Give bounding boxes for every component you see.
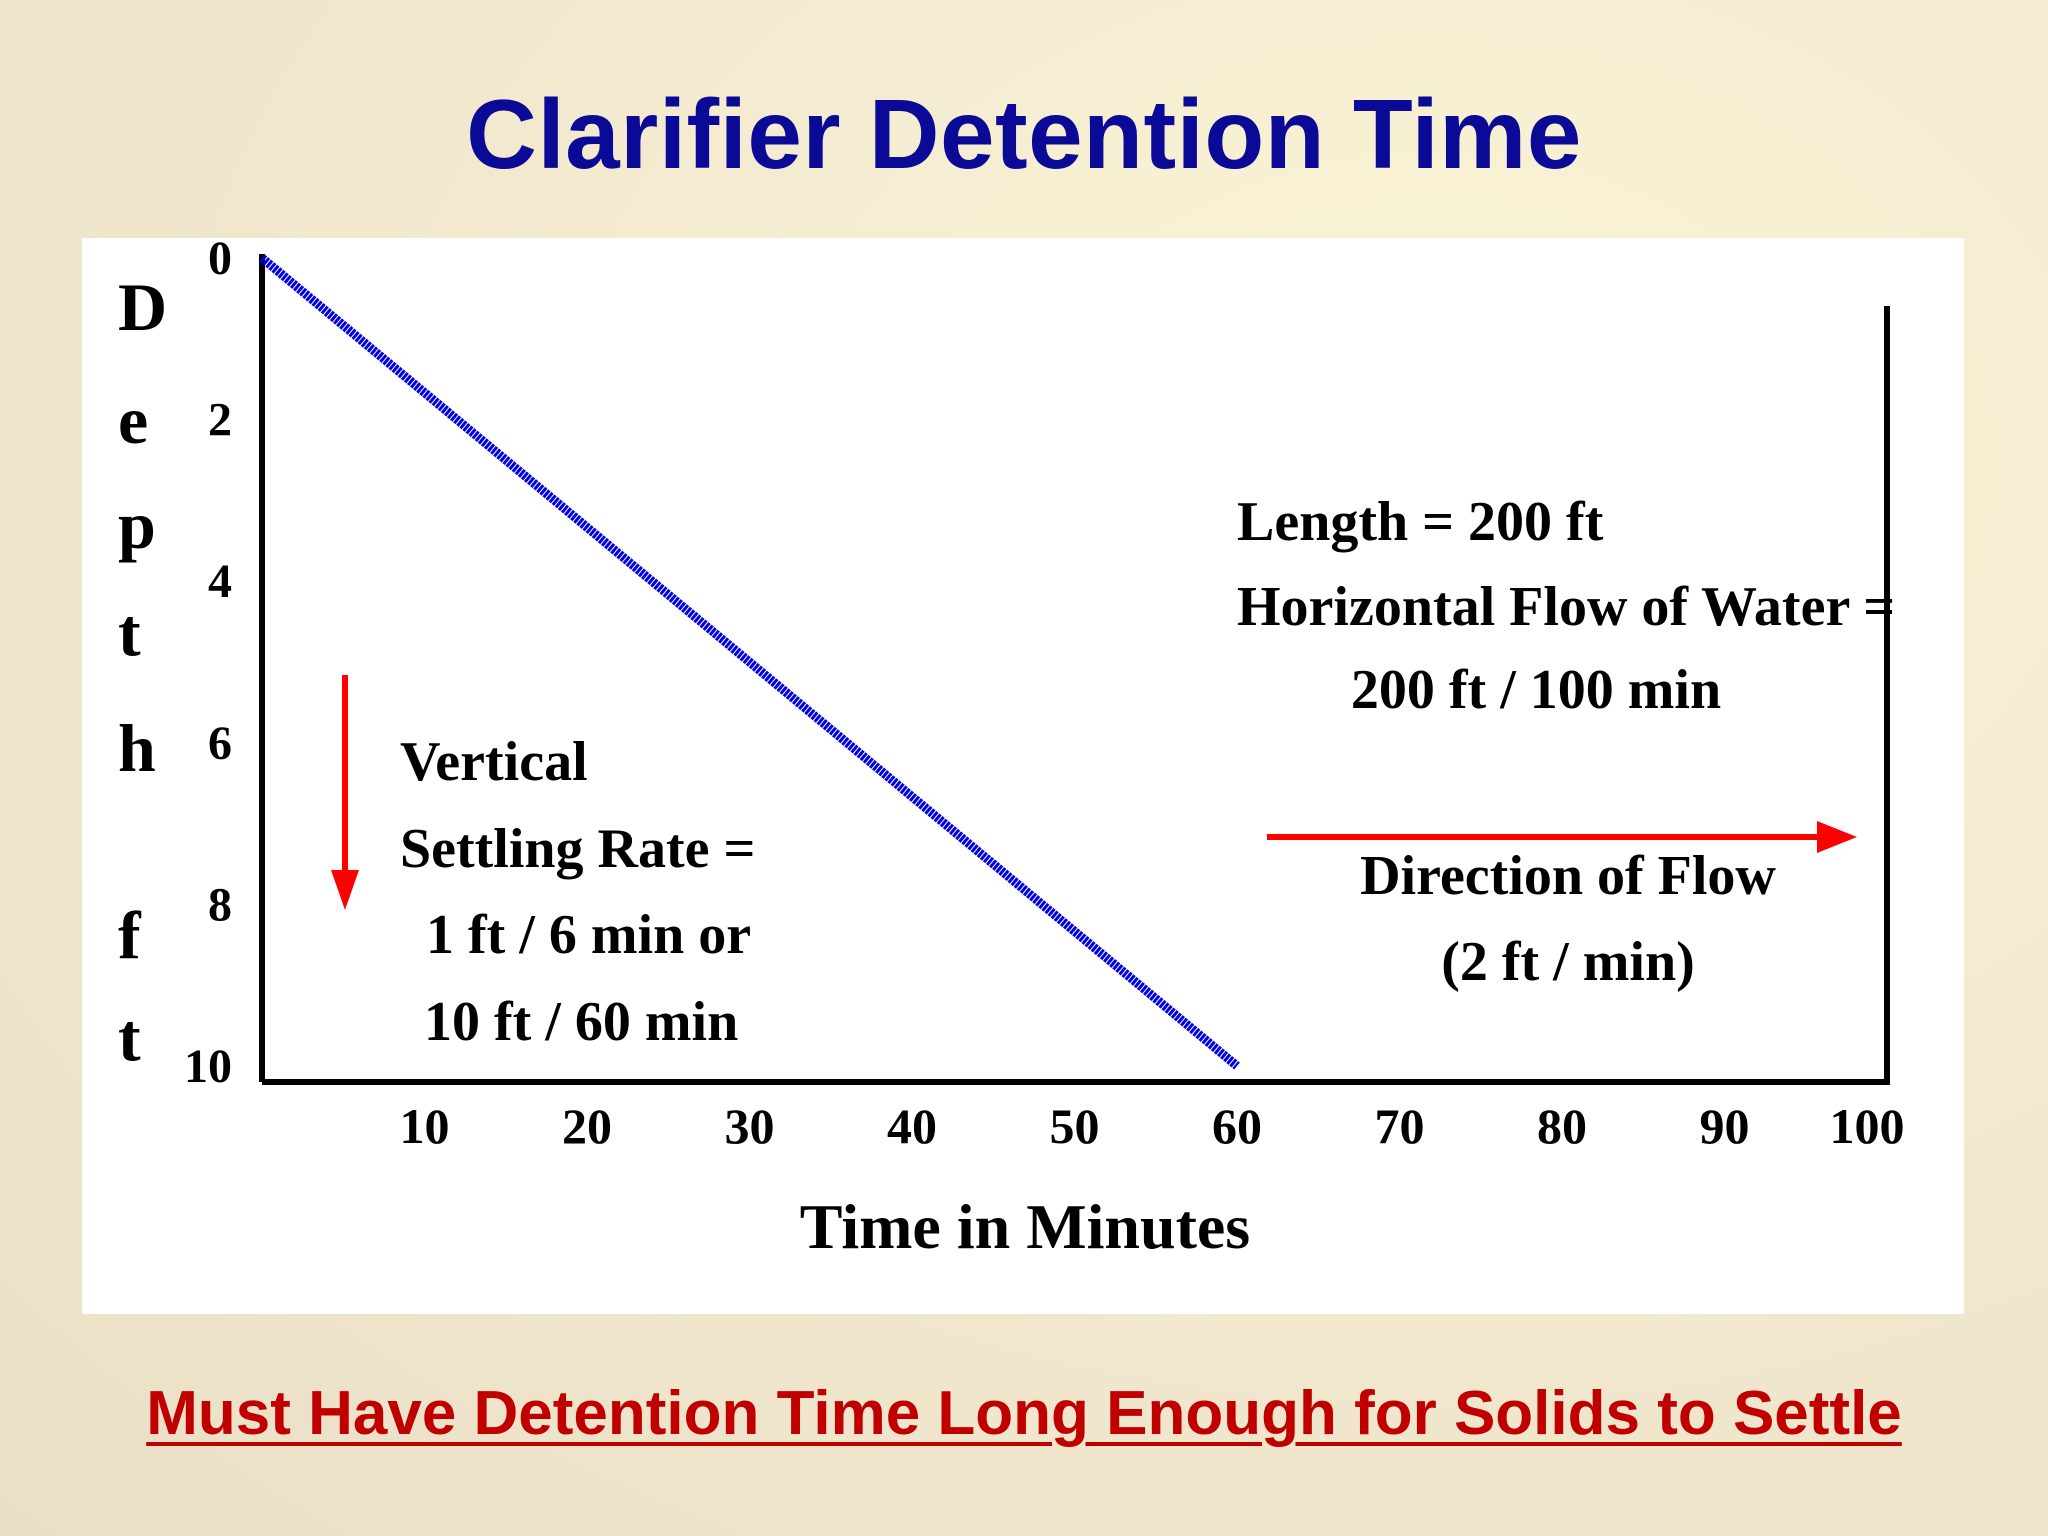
y-tick-label: 4 <box>208 555 232 608</box>
flow-direction-arrow <box>1267 821 1857 853</box>
y-axis-label-letter: e <box>118 382 148 458</box>
settling-path-line <box>259 254 1240 1070</box>
flow-line-1: Direction of Flow <box>1360 845 1776 907</box>
x-axis-title: Time in Minutes <box>800 1191 1250 1262</box>
x-tick-label: 20 <box>562 1098 612 1154</box>
y-tick-label: 8 <box>208 878 232 931</box>
vertical-line-3: 1 ft / 6 min or <box>426 904 751 966</box>
horizontal-line-1: Length = 200 ft <box>1237 491 1604 553</box>
x-tick-label: 90 <box>1700 1098 1750 1154</box>
x-tick-label: 80 <box>1537 1098 1587 1154</box>
y-axis-ticks: 0 2 4 6 8 10 <box>184 238 232 1093</box>
vertical-settling-arrow <box>331 675 359 910</box>
x-axis-ticks: 10 20 30 40 50 60 70 80 90 100 <box>400 1098 1905 1154</box>
flow-direction-annotation: Direction of Flow (2 ft / min) <box>1360 845 1776 993</box>
settling-path-series <box>259 254 1240 1070</box>
y-axis-label-letter: t <box>118 999 141 1075</box>
vertical-line-1: Vertical <box>400 731 588 793</box>
slide-title: Clarifier Detention Time <box>466 79 1582 189</box>
y-axis-label-letter: p <box>118 487 156 563</box>
x-tick-label: 50 <box>1050 1098 1100 1154</box>
horizontal-line-3: 200 ft / 100 min <box>1351 659 1721 721</box>
x-tick-label: 10 <box>400 1098 450 1154</box>
x-tick-label: 60 <box>1212 1098 1262 1154</box>
y-axis-label-letter: h <box>118 710 156 786</box>
horizontal-flow-annotation: Length = 200 ft Horizontal Flow of Water… <box>1237 491 1895 721</box>
y-axis-label-letter: t <box>118 594 141 670</box>
flow-line-2: (2 ft / min) <box>1441 931 1695 993</box>
y-tick-label: 0 <box>208 238 232 285</box>
x-tick-label: 70 <box>1375 1098 1425 1154</box>
x-tick-label: 30 <box>725 1098 775 1154</box>
y-tick-label: 2 <box>208 394 232 447</box>
x-tick-label: 100 <box>1830 1098 1905 1154</box>
vertical-line-4: 10 ft / 60 min <box>424 991 738 1053</box>
y-tick-label: 10 <box>184 1040 232 1093</box>
y-axis-label-letter: f <box>118 897 142 973</box>
vertical-line-2: Settling Rate = <box>400 818 755 880</box>
y-tick-label: 6 <box>208 717 232 770</box>
footer-note: Must Have Detention Time Long Enough for… <box>146 1379 1902 1448</box>
horizontal-line-2: Horizontal Flow of Water = <box>1237 576 1895 638</box>
x-tick-label: 40 <box>887 1098 937 1154</box>
vertical-settling-annotation: Vertical Settling Rate = 1 ft / 6 min or… <box>400 731 755 1053</box>
y-axis-label-letter: D <box>118 269 167 345</box>
